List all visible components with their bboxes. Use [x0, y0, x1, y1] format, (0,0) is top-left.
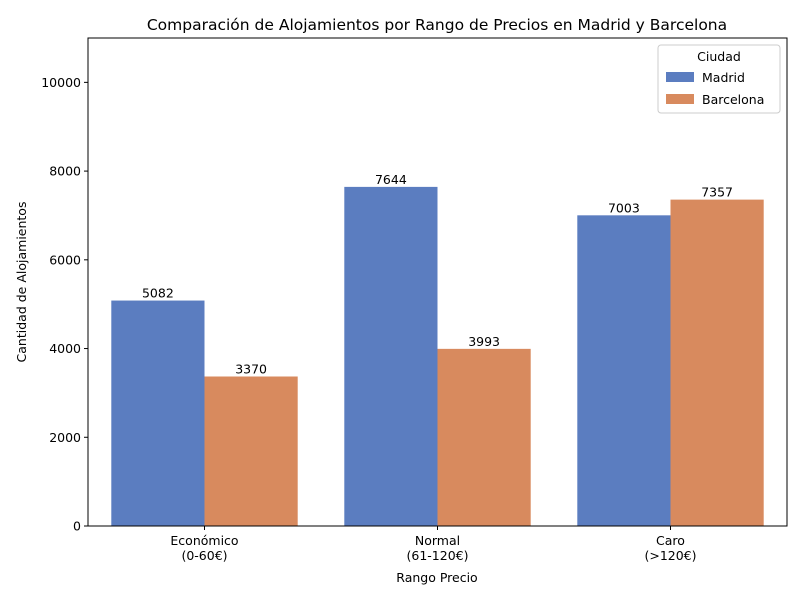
chart-title: Comparación de Alojamientos por Rango de… — [147, 16, 727, 34]
x-tick-label: Caro (>120€) — [644, 533, 696, 563]
legend-swatch-barcelona — [666, 94, 694, 104]
plot-frame — [87, 37, 788, 527]
legend: Ciudad Madrid Barcelona — [657, 44, 781, 114]
bar-barcelona-0 — [204, 376, 298, 526]
y-tick-label: 2000 — [49, 430, 81, 445]
y-tick-label: 4000 — [49, 341, 81, 356]
y-axis-label: Cantidad de Alojamientos — [14, 202, 29, 363]
y-tick-label: 8000 — [49, 164, 81, 179]
bar-madrid-0 — [111, 300, 205, 526]
bar-value-label: 5082 — [142, 286, 174, 301]
legend-title: Ciudad — [697, 49, 741, 64]
x-axis-label: Rango Precio — [396, 570, 477, 585]
x-tick-label: Económico (0-60€) — [170, 533, 238, 563]
bar-value-label: 7003 — [608, 200, 640, 215]
bars — [111, 186, 764, 526]
bar-value-label: 3993 — [468, 334, 500, 349]
bar-barcelona-2 — [670, 199, 764, 526]
x-axis: Económico (0-60€) Normal (61-120€) Caro (>120… — [170, 526, 697, 563]
legend-label-barcelona: Barcelona — [702, 92, 764, 107]
y-tick-label: 10000 — [41, 75, 81, 90]
bar-labels: 5082 7644 7003 3370 3993 7357 — [142, 172, 733, 377]
bar-value-label: 7644 — [375, 172, 407, 187]
x-tick-label: Normal (61-120€) — [407, 533, 469, 563]
legend-swatch-madrid — [666, 72, 694, 82]
y-axis: 0 2000 4000 6000 8000 10000 — [41, 75, 88, 534]
y-tick-label: 6000 — [49, 252, 81, 267]
y-tick-label: 0 — [73, 519, 81, 534]
bar-value-label: 7357 — [701, 185, 733, 200]
bar-barcelona-1 — [437, 348, 531, 526]
legend-label-madrid: Madrid — [702, 70, 745, 85]
bar-value-label: 3370 — [235, 361, 267, 376]
bar-madrid-2 — [577, 215, 671, 526]
bar-madrid-1 — [344, 186, 438, 526]
